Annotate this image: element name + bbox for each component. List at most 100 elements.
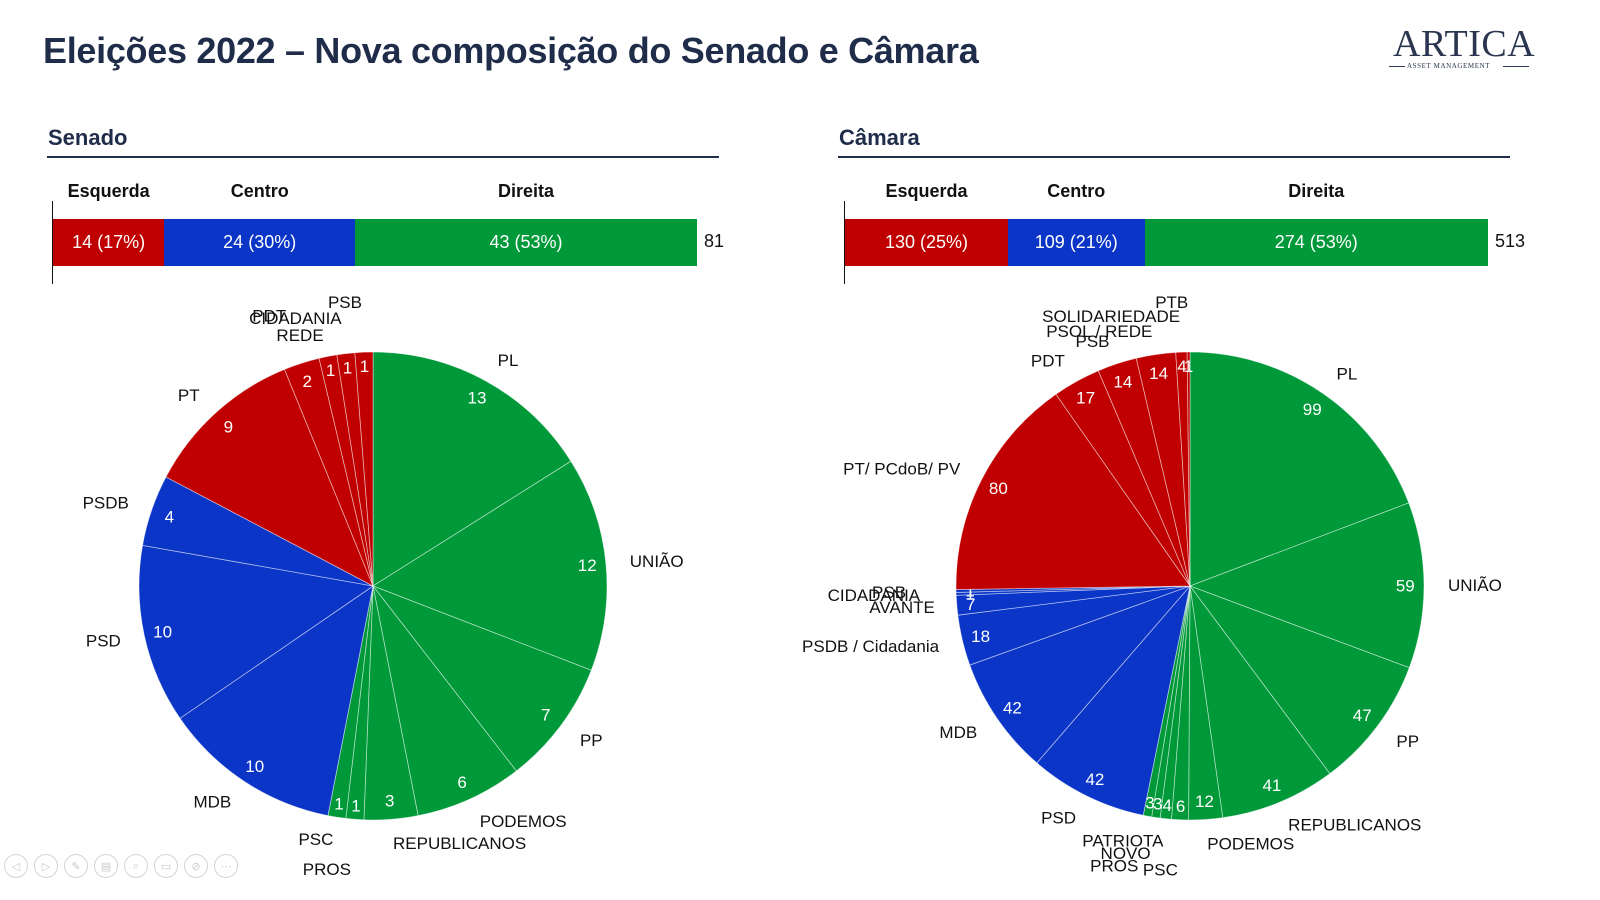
senado-psc-6-name-label: PSC [298,830,333,849]
camara-section-rule [838,156,1510,158]
camara-direita-bar-segment: 274 (53%) [1144,219,1488,266]
camara-republicanos-3-value-label: 41 [1262,776,1281,795]
senado-psb-14-slice [354,351,374,587]
camara-esquerda-bar-segment: 130 (25%) [845,219,1008,266]
senado-rede-12-value-label: 1 [326,361,335,380]
senado-podemos-3-value-label: 6 [457,773,466,792]
camara-patriota-6-value-label: 4 [1162,796,1171,815]
camara-ptb-20-name-label: PTB [1155,293,1188,312]
senado-direita-bar-segment: 43 (53%) [355,219,697,266]
zoom-icon[interactable]: ⌕ [124,854,148,878]
pen-icon[interactable]: ✎ [64,854,88,878]
camara-mdb-10-value-label: 42 [1003,699,1022,718]
senado-psd-8-name-label: PSD [86,632,121,651]
camara-psc-5-name-label: PSC [1143,861,1178,880]
camara-republicanos-3-slice [1189,585,1331,819]
senado-pp-2-slice [371,585,592,772]
camara-uniao-1-name-label: UNIÃO [1448,576,1502,595]
senado-section-title: Senado [48,125,128,150]
camara-psb-14-value-label: 1 [965,582,974,601]
senado-psdb-9-name-label: PSDB [83,493,129,512]
camara-avante-12-value-label: 7 [966,595,975,614]
senado-centro-header: Centro [230,181,289,201]
camara-psd-9-value-label: 42 [1085,770,1104,789]
senado-mdb-7-slice [179,585,374,817]
camara-centro-bar-segment: 109 (21%) [1007,219,1145,266]
senado-rede-12-name-label: REDE [276,326,323,345]
senado-centro-bar-segment: 24 (30%) [164,219,356,266]
camara-avante-12-name-label: AVANTE [869,598,935,617]
senado-pt-10-name-label: PT [178,386,200,405]
camara-pros-8-value-label: 3 [1145,793,1154,812]
camara-pt-pcdob-pv-15-name-label: PT/ PCdoB/ PV [843,460,961,479]
senado-pros-5-value-label: 1 [351,796,360,815]
senado-esquerda-bar-segment: 14 (17%) [53,219,165,266]
camara-psb-14-name-label: PSB [872,583,906,602]
senado-pp-2-value-label: 7 [541,706,550,725]
camara-mdb-10-slice [969,585,1192,764]
camara-ptb-20-value-label: 1 [1184,357,1193,376]
camara-pp-2-slice [1188,585,1410,775]
camara-psc-5-value-label: 6 [1176,797,1185,816]
camara-pl-0-value-label: 99 [1303,400,1322,419]
logo-rule-left [1389,66,1405,67]
camara-esquerda-header: Esquerda [885,181,968,201]
camara-mdb-10-name-label: MDB [939,723,977,742]
camara-republicanos-3-name-label: REPUBLICANOS [1288,816,1421,835]
camara-pdt-16-name-label: PDT [1031,351,1065,370]
camara-pdt-16-value-label: 17 [1076,389,1095,408]
senado-pt-10-value-label: 9 [224,418,233,437]
senado-psd-8-slice [138,544,375,719]
logo-wordmark: ARTICA [1393,23,1536,65]
senado-esquerda-header: Esquerda [67,181,150,201]
camara-pl-0-slice [1189,351,1410,587]
more-icon[interactable]: ⋯ [214,854,238,878]
page-title: Eleições 2022 – Nova composição do Senad… [43,30,979,71]
logo-tagline: ASSET MANAGEMENT [1407,62,1491,70]
camara-section-title: Câmara [839,125,920,150]
camara-cidadania-13-value-label: 1 [965,584,974,603]
camara-uniao-1-value-label: 59 [1396,576,1415,595]
artica-logo: ARTICA ASSET MANAGEMENT [1385,22,1535,80]
play-icon[interactable]: ▷ [34,854,58,878]
senado-pdt-11-name-label: PDT [252,307,286,326]
camara-psdb-cidadania-11-value-label: 18 [971,627,990,646]
senado-republicanos-4-name-label: REPUBLICANOS [393,834,526,853]
camara-psol-rede-18-value-label: 14 [1149,364,1168,383]
senado-direita-header: Direita [498,181,555,201]
senado-republicanos-4-value-label: 3 [385,792,394,811]
senado-cidadania-13-name-label: CIDADANIA [249,309,342,328]
senado-psb-14-value-label: 1 [360,357,369,376]
senado-pl-0-value-label: 13 [468,389,487,408]
senado-uniao-1-slice [372,460,608,671]
camara-pt-pcdob-pv-15-value-label: 80 [989,479,1008,498]
senado-cidadania-13-value-label: 1 [343,359,352,378]
camara-centro-header: Centro [1047,181,1106,201]
senado-psc-6-value-label: 1 [334,794,343,813]
senado-pp-2-name-label: PP [580,731,603,750]
camara-uniao-1-slice [1188,502,1425,669]
camara-psb-17-value-label: 14 [1113,372,1132,391]
camara-podemos-4-name-label: PODEMOS [1207,834,1294,853]
senado-uniao-1-value-label: 12 [578,556,597,575]
senado-pl-0-name-label: PL [498,351,519,370]
previous-icon[interactable]: ◁ [4,854,28,878]
senado-bar-total: 81 [704,231,725,251]
senado-pt-10-slice [165,368,374,587]
camara-novo-7-value-label: 3 [1153,795,1162,814]
camara-pros-8-name-label: PROS [1090,856,1138,875]
senado-bar-axis [52,201,53,284]
camara-psd-9-slice [1036,584,1191,816]
camara-podemos-4-value-label: 12 [1195,792,1214,811]
camara-patriota-6-name-label: PATRIOTA [1082,832,1164,851]
logo-rule-right [1503,66,1529,67]
camara-direita-header: Direita [1288,181,1345,201]
slides-icon[interactable]: ▤ [94,854,118,878]
senado-uniao-1-name-label: UNIÃO [630,552,684,571]
camara-psb-17-name-label: PSB [1075,332,1109,351]
senado-psd-8-value-label: 10 [153,623,172,642]
camera-off-icon[interactable]: ⊘ [184,854,208,878]
subtitles-icon[interactable]: ▭ [154,854,178,878]
